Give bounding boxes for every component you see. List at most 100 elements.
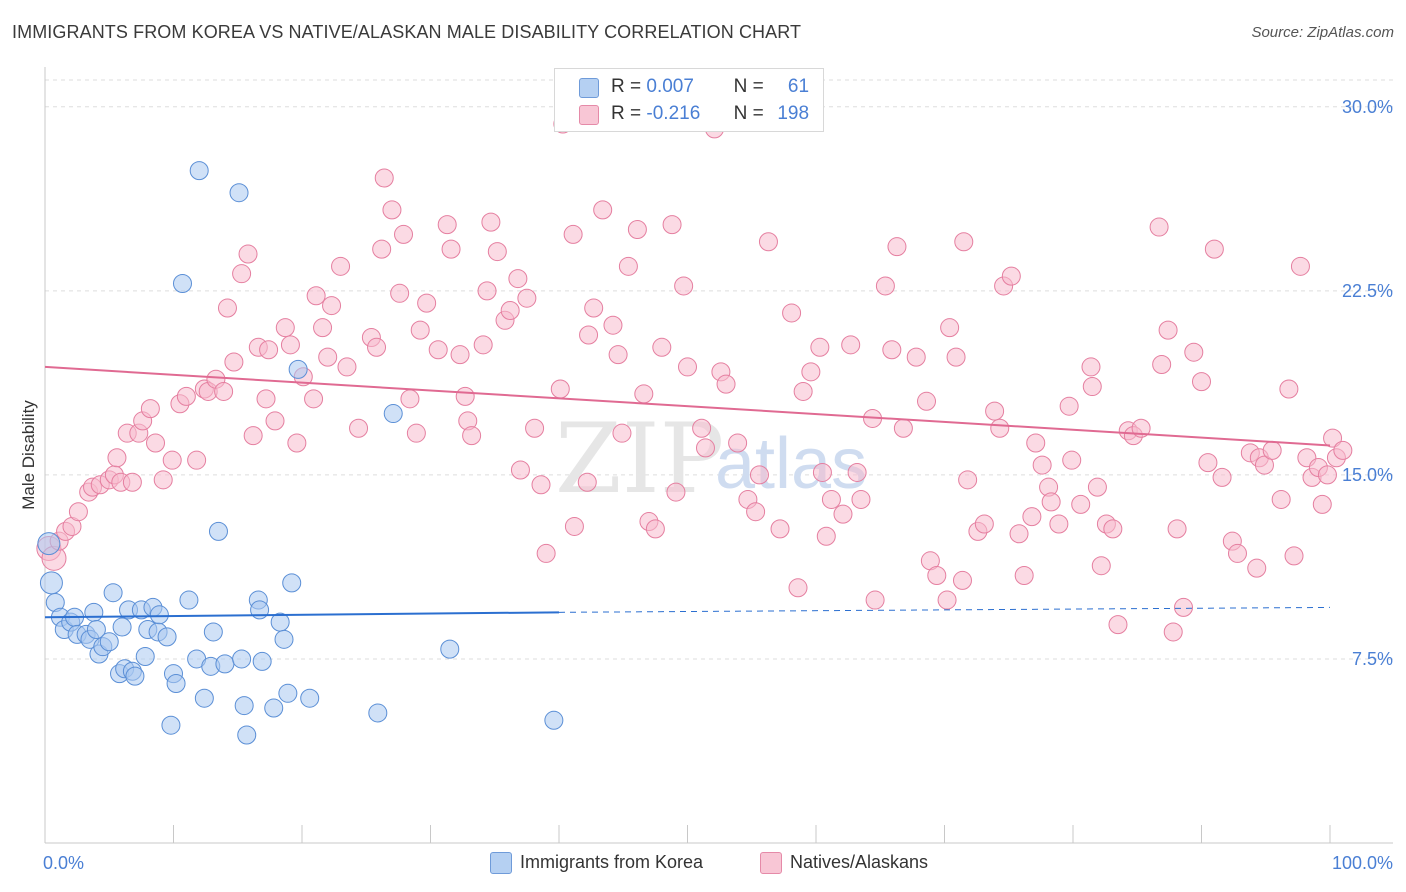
native-point	[793, 381, 813, 401]
native-point	[536, 543, 556, 563]
native-point	[593, 200, 613, 220]
korea-point	[161, 715, 181, 735]
korea-point	[544, 710, 564, 730]
korea-point	[274, 629, 294, 649]
native-point	[990, 418, 1010, 438]
source-label: Source: ZipAtlas.com	[1251, 24, 1394, 41]
native-point	[612, 423, 632, 443]
korea-point	[229, 183, 249, 203]
korea-point	[39, 571, 63, 595]
native-point	[256, 389, 276, 409]
native-point	[893, 418, 913, 438]
native-point	[1184, 342, 1204, 362]
legend-r-value-native: -0.216	[646, 103, 701, 124]
native-point	[525, 418, 545, 438]
native-point	[1317, 465, 1337, 485]
native-point	[1026, 433, 1046, 453]
native-point	[1087, 477, 1107, 497]
native-point	[985, 401, 1005, 421]
native-point	[645, 519, 665, 539]
native-point	[243, 426, 263, 446]
native-point	[758, 232, 778, 252]
watermark: ZIP atlas	[555, 403, 867, 515]
legend-n-label-native: N =	[733, 103, 764, 124]
korea-point	[112, 617, 132, 637]
native-point	[865, 590, 885, 610]
native-point	[417, 293, 437, 313]
native-point	[217, 298, 237, 318]
x-tick-label-min: 0.0%	[43, 853, 84, 873]
korea-point	[125, 666, 145, 686]
native-point	[1247, 558, 1267, 578]
native-point	[1081, 357, 1101, 377]
native-point	[462, 426, 482, 446]
native-point	[608, 345, 628, 365]
korea-point	[103, 583, 123, 603]
native-point	[331, 256, 351, 276]
native-point	[917, 391, 937, 411]
native-point	[770, 519, 790, 539]
legend-swatch-native	[579, 105, 599, 125]
korea-point	[264, 698, 284, 718]
native-point	[1323, 428, 1343, 448]
y-axis-label: Male Disability	[19, 400, 38, 510]
native-point	[306, 286, 326, 306]
bottom-legend-label-korea: Immigrants from Korea	[520, 852, 704, 872]
native-point	[1198, 453, 1218, 473]
native-point	[1333, 440, 1353, 460]
native-point	[428, 340, 448, 360]
native-point	[974, 514, 994, 534]
stats-legend: R = 0.007 N = 61 R = -0.216 N = 198	[554, 68, 824, 132]
korea-point	[215, 654, 235, 674]
native-point	[1014, 566, 1034, 586]
native-point	[550, 379, 570, 399]
native-point	[510, 460, 530, 480]
native-point	[214, 381, 234, 401]
korea-point	[288, 359, 308, 379]
native-point	[674, 276, 694, 296]
bottom-legend-native: Natives/Alaskans	[760, 852, 928, 876]
native-point	[1149, 217, 1169, 237]
native-point	[821, 489, 841, 509]
native-point	[716, 374, 736, 394]
native-point	[280, 335, 300, 355]
native-point	[275, 318, 295, 338]
native-point	[107, 448, 127, 468]
korea-point	[166, 673, 186, 693]
native-point	[1071, 494, 1091, 514]
native-point	[1174, 597, 1194, 617]
axes	[44, 67, 1393, 844]
native-point	[927, 566, 947, 586]
native-point	[500, 300, 520, 320]
native-point	[812, 462, 832, 482]
native-point	[851, 489, 871, 509]
y-tick-label-2: 22.5%	[1342, 281, 1393, 301]
native-point	[746, 502, 766, 522]
native-point	[372, 239, 392, 259]
native-point	[349, 418, 369, 438]
native-point	[728, 433, 748, 453]
korea-point	[157, 627, 177, 647]
native-point	[652, 337, 672, 357]
legend-swatch-korea	[579, 78, 599, 98]
native-point	[187, 450, 207, 470]
native-point	[481, 212, 501, 232]
native-point	[400, 389, 420, 409]
native-point	[1312, 494, 1332, 514]
native-point	[801, 362, 821, 382]
native-point	[1167, 519, 1187, 539]
native-point	[146, 433, 166, 453]
native-point	[603, 315, 623, 335]
y-tick-labels: 7.5% 15.0% 22.5% 30.0%	[1342, 97, 1393, 669]
y-tick-label-0: 7.5%	[1352, 649, 1393, 669]
korea-point	[172, 273, 192, 293]
native-point	[1091, 556, 1111, 576]
legend-r-value-korea: 0.007	[646, 76, 694, 97]
native-point	[952, 570, 972, 590]
native-point	[487, 242, 507, 262]
korea-point	[203, 622, 223, 642]
native-point	[662, 215, 682, 235]
korea-point	[84, 602, 104, 622]
native-point	[1158, 320, 1178, 340]
native-point	[1009, 524, 1029, 544]
